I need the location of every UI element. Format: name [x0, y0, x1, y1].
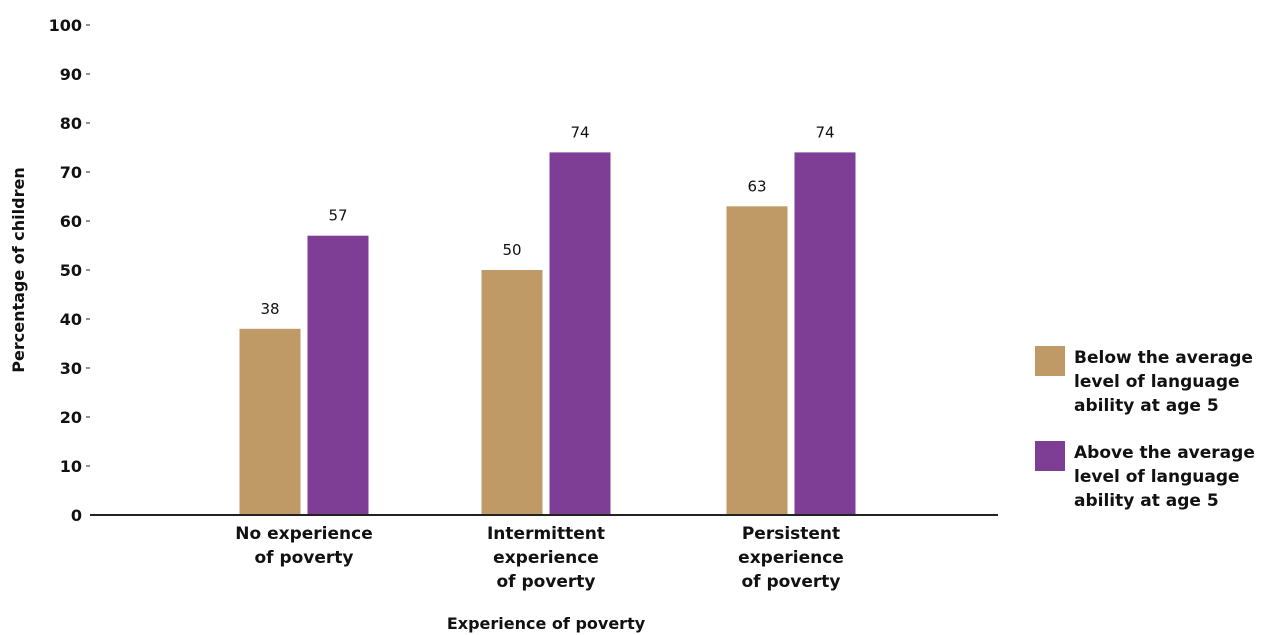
y-tick-label: 90 [60, 65, 82, 84]
legend-label-line: level of language [1074, 372, 1240, 392]
data-label: 57 [328, 207, 347, 225]
x-axis-title: Experience of poverty [447, 614, 646, 633]
legend-label-line: ability at age 5 [1074, 396, 1219, 416]
y-tick-label: 60 [60, 212, 82, 231]
bar-series-2-category-2 [549, 152, 611, 515]
bars [239, 152, 856, 516]
x-category-label: Intermittent experience of poverty [487, 524, 605, 592]
data-label: 74 [570, 123, 589, 141]
value-labels: 38 57 50 74 63 74 [260, 123, 834, 317]
legend-label-line: Above the average [1074, 443, 1255, 463]
x-category-label-line: Persistent [742, 524, 840, 544]
legend-label-line: Below the average [1074, 348, 1253, 368]
data-label: 50 [502, 241, 521, 259]
x-category-label-line: experience [493, 548, 599, 568]
data-label: 63 [747, 177, 766, 195]
legend-label-line: ability at age 5 [1074, 491, 1219, 511]
x-category-label-line: of poverty [496, 572, 595, 592]
bar-series-2-category-3 [794, 152, 856, 515]
y-tick-label: 10 [60, 457, 82, 476]
data-label: 74 [815, 123, 834, 141]
bar-series-1-category-2 [481, 270, 543, 515]
legend-label-line: level of language [1074, 467, 1240, 487]
legend: Below the average level of language abilit… [1035, 346, 1255, 511]
y-tick-label: 20 [60, 408, 82, 427]
y-tick-label: 100 [49, 16, 82, 35]
x-category-label-line: of poverty [254, 548, 353, 568]
y-tick-label: 70 [60, 163, 82, 182]
legend-label: Below the average level of language abilit… [1074, 348, 1253, 416]
y-tick-label: 40 [60, 310, 82, 329]
y-tick-label: 0 [71, 506, 82, 525]
bar-series-1-category-1 [239, 328, 301, 515]
x-axis-category-labels: No experience of poverty Intermittent exper… [235, 524, 844, 592]
x-category-label-line: of poverty [741, 572, 840, 592]
data-label: 38 [260, 300, 279, 318]
x-category-label-line: Intermittent [487, 524, 605, 544]
bar-series-1-category-3 [726, 206, 788, 516]
x-category-label-line: No experience [235, 524, 372, 544]
bar-series-2-category-1 [307, 235, 369, 515]
x-category-label: Persistent experience of poverty [738, 524, 844, 592]
y-axis-title: Percentage of children [9, 167, 28, 372]
y-tick-label: 80 [60, 114, 82, 133]
y-tick-label: 50 [60, 261, 82, 280]
legend-label: Above the average level of language abilit… [1074, 443, 1255, 511]
y-axis: 0 10 20 30 40 50 60 70 80 90 100 [49, 16, 90, 525]
legend-swatch [1035, 441, 1065, 471]
x-category-label: No experience of poverty [235, 524, 372, 568]
y-tick-label: 30 [60, 359, 82, 378]
x-category-label-line: experience [738, 548, 844, 568]
legend-swatch [1035, 346, 1065, 376]
